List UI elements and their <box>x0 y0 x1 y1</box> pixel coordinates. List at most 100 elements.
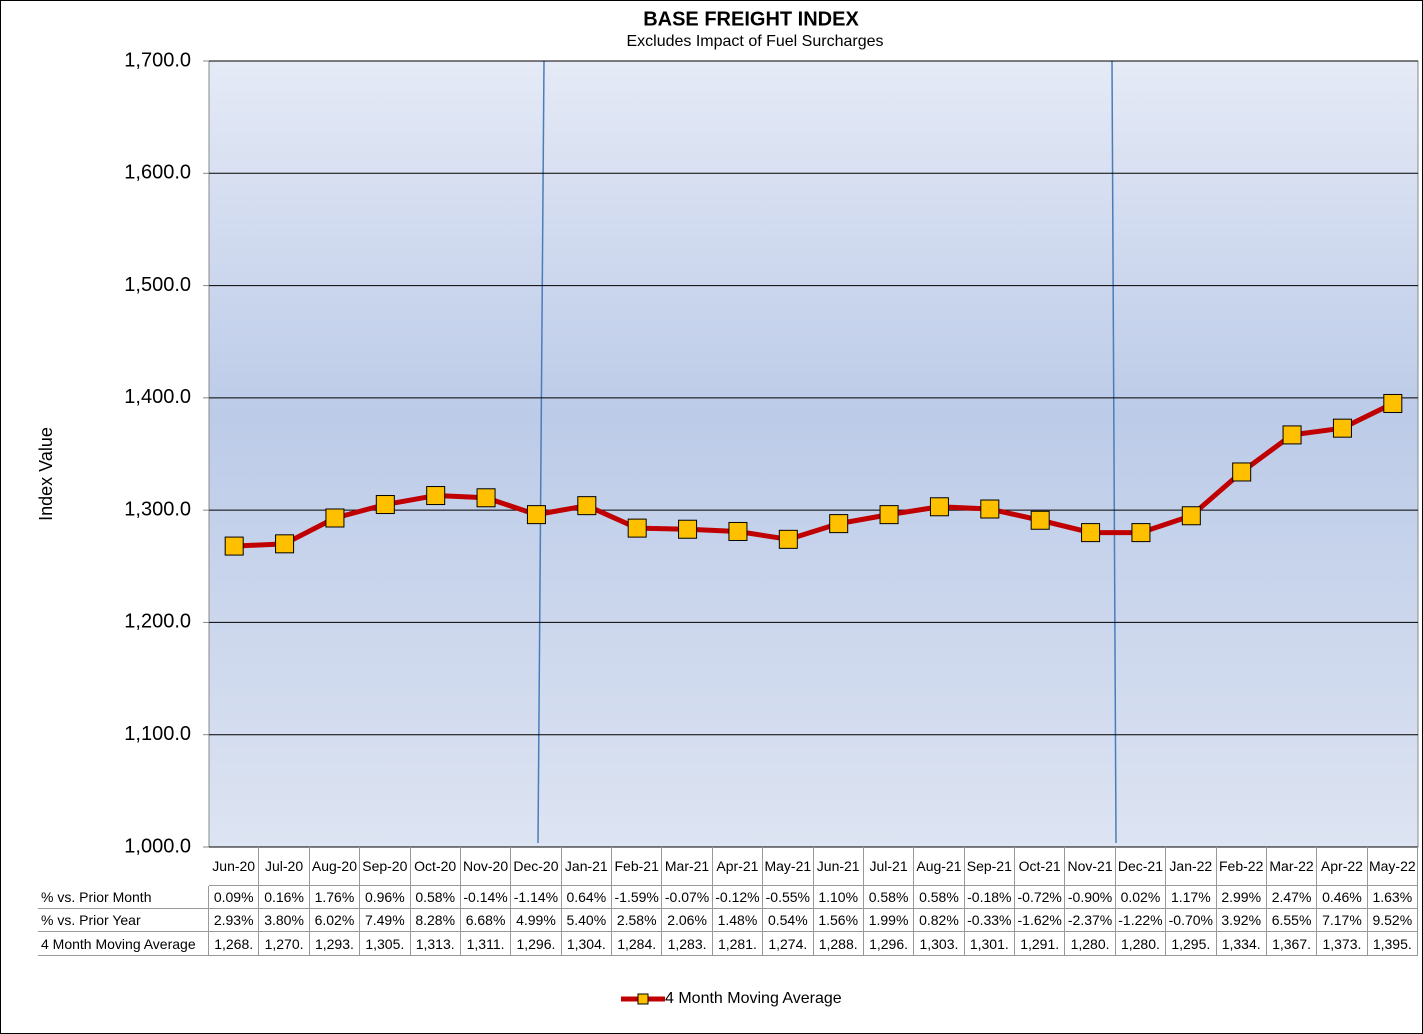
table-cell: -0.18% <box>964 886 1015 909</box>
marker <box>829 514 849 534</box>
table-cell: -0.33% <box>964 909 1015 932</box>
table-cell: 6.68% <box>460 909 512 932</box>
table-cell: 1,305. <box>360 932 411 956</box>
table-cell: 3.80% <box>259 909 310 932</box>
marker <box>879 505 899 525</box>
table-cell: 1,295. <box>1166 932 1217 956</box>
x-tick-label: Jul-21 <box>863 847 915 886</box>
x-tick-label: Dec-21 <box>1115 847 1167 886</box>
legend-marker <box>637 993 649 1005</box>
table-cell: 1.17% <box>1166 886 1217 909</box>
chart-title: BASE FREIGHT INDEX <box>643 8 859 30</box>
marker <box>1181 506 1201 526</box>
table-cell: 1,280. <box>1065 932 1116 956</box>
marker <box>577 496 597 516</box>
table-cell: 1,281. <box>712 932 764 956</box>
table-cell: 1,283. <box>662 932 713 956</box>
marker <box>526 505 546 525</box>
y-tick-label: 1,300.0 <box>124 498 191 520</box>
table-cell: 0.96% <box>360 886 411 909</box>
table-cell: 1,301. <box>964 932 1015 956</box>
x-tick-label: Apr-21 <box>712 847 764 886</box>
marker <box>1131 523 1151 543</box>
table-cell: 1,304. <box>561 932 612 956</box>
x-tick-label: Sep-21 <box>964 847 1015 886</box>
marker <box>1282 425 1302 445</box>
table-cell: -1.14% <box>511 886 562 909</box>
marker <box>275 534 295 554</box>
x-tick-label: Nov-21 <box>1065 847 1116 886</box>
x-tick-label: Jan-21 <box>561 847 612 886</box>
table-cell: 2.06% <box>662 909 713 932</box>
table-cell: 1.48% <box>712 909 764 932</box>
table-cell: 8.28% <box>410 909 461 932</box>
table-cell: -1.59% <box>612 886 663 909</box>
table-cell: 1,395. <box>1367 932 1418 956</box>
table-cell: 0.09% <box>209 886 260 909</box>
table-cell: -2.37% <box>1065 909 1116 932</box>
table-cell: 1.76% <box>309 886 361 909</box>
x-tick-label: Nov-20 <box>460 847 512 886</box>
x-tick-label: May-22 <box>1367 847 1418 886</box>
marker <box>1332 418 1352 438</box>
table-cell: 1,291. <box>1015 932 1066 956</box>
table-cell: 2.58% <box>612 909 663 932</box>
table-row-header: % vs. Prior Month <box>38 886 209 909</box>
table-cell: 1.63% <box>1367 886 1418 909</box>
marker <box>1081 523 1101 543</box>
table-cell: 1,293. <box>309 932 361 956</box>
y-tick-label: 1,700.0 <box>124 49 191 71</box>
table-cell: 0.58% <box>410 886 461 909</box>
table-cell: 0.02% <box>1115 886 1167 909</box>
x-tick-label: Jun-21 <box>813 847 864 886</box>
table-cell: -0.14% <box>460 886 512 909</box>
year-divider <box>1111 60 1117 844</box>
x-tick-label: Aug-20 <box>309 847 361 886</box>
marker <box>678 519 698 539</box>
table-cell: 7.17% <box>1317 909 1368 932</box>
table-cell: 2.47% <box>1266 886 1318 909</box>
x-tick-label: Mar-21 <box>662 847 713 886</box>
y-tick-label: 1,200.0 <box>124 611 191 633</box>
table-cell: 1,334. <box>1216 932 1267 956</box>
y-axis-label: Index Value <box>36 427 56 521</box>
x-tick-label: May-21 <box>763 847 814 886</box>
table-cell: 0.54% <box>763 909 814 932</box>
marker <box>325 508 345 528</box>
marker <box>728 521 748 541</box>
y-tick-label: 1,600.0 <box>124 162 191 184</box>
table-cell: 0.82% <box>914 909 965 932</box>
x-tick-label: Dec-20 <box>511 847 562 886</box>
table-cell: 1,268. <box>209 932 260 956</box>
table-cell: 1,288. <box>813 932 864 956</box>
marker <box>627 518 647 538</box>
table-cell: 6.02% <box>309 909 361 932</box>
x-tick-label: Mar-22 <box>1266 847 1318 886</box>
table-cell: 9.52% <box>1367 909 1418 932</box>
table-cell: 2.99% <box>1216 886 1267 909</box>
x-tick-label: Oct-20 <box>410 847 461 886</box>
table-cell: 1,280. <box>1115 932 1167 956</box>
table-cell: 0.58% <box>914 886 965 909</box>
table-cell: 0.64% <box>561 886 612 909</box>
marker <box>1030 510 1050 530</box>
marker <box>1232 462 1252 482</box>
table-cell: 1,303. <box>914 932 965 956</box>
table-cell: 0.46% <box>1317 886 1368 909</box>
table-cell: -1.62% <box>1015 909 1066 932</box>
table-row-header: % vs. Prior Year <box>38 909 209 932</box>
y-tick-label: 1,400.0 <box>124 386 191 408</box>
marker <box>980 499 1000 519</box>
x-tick-label: Jan-22 <box>1166 847 1217 886</box>
table-cell: 4.99% <box>511 909 562 932</box>
table-cell: 1,311. <box>460 932 512 956</box>
table-cell: 2.93% <box>209 909 260 932</box>
table-cell: 1.99% <box>863 909 915 932</box>
marker <box>476 488 496 508</box>
marker <box>426 486 446 506</box>
legend-label: 4 Month Moving Average <box>665 990 842 1007</box>
marker <box>778 529 798 549</box>
table-cell: 1,274. <box>763 932 814 956</box>
